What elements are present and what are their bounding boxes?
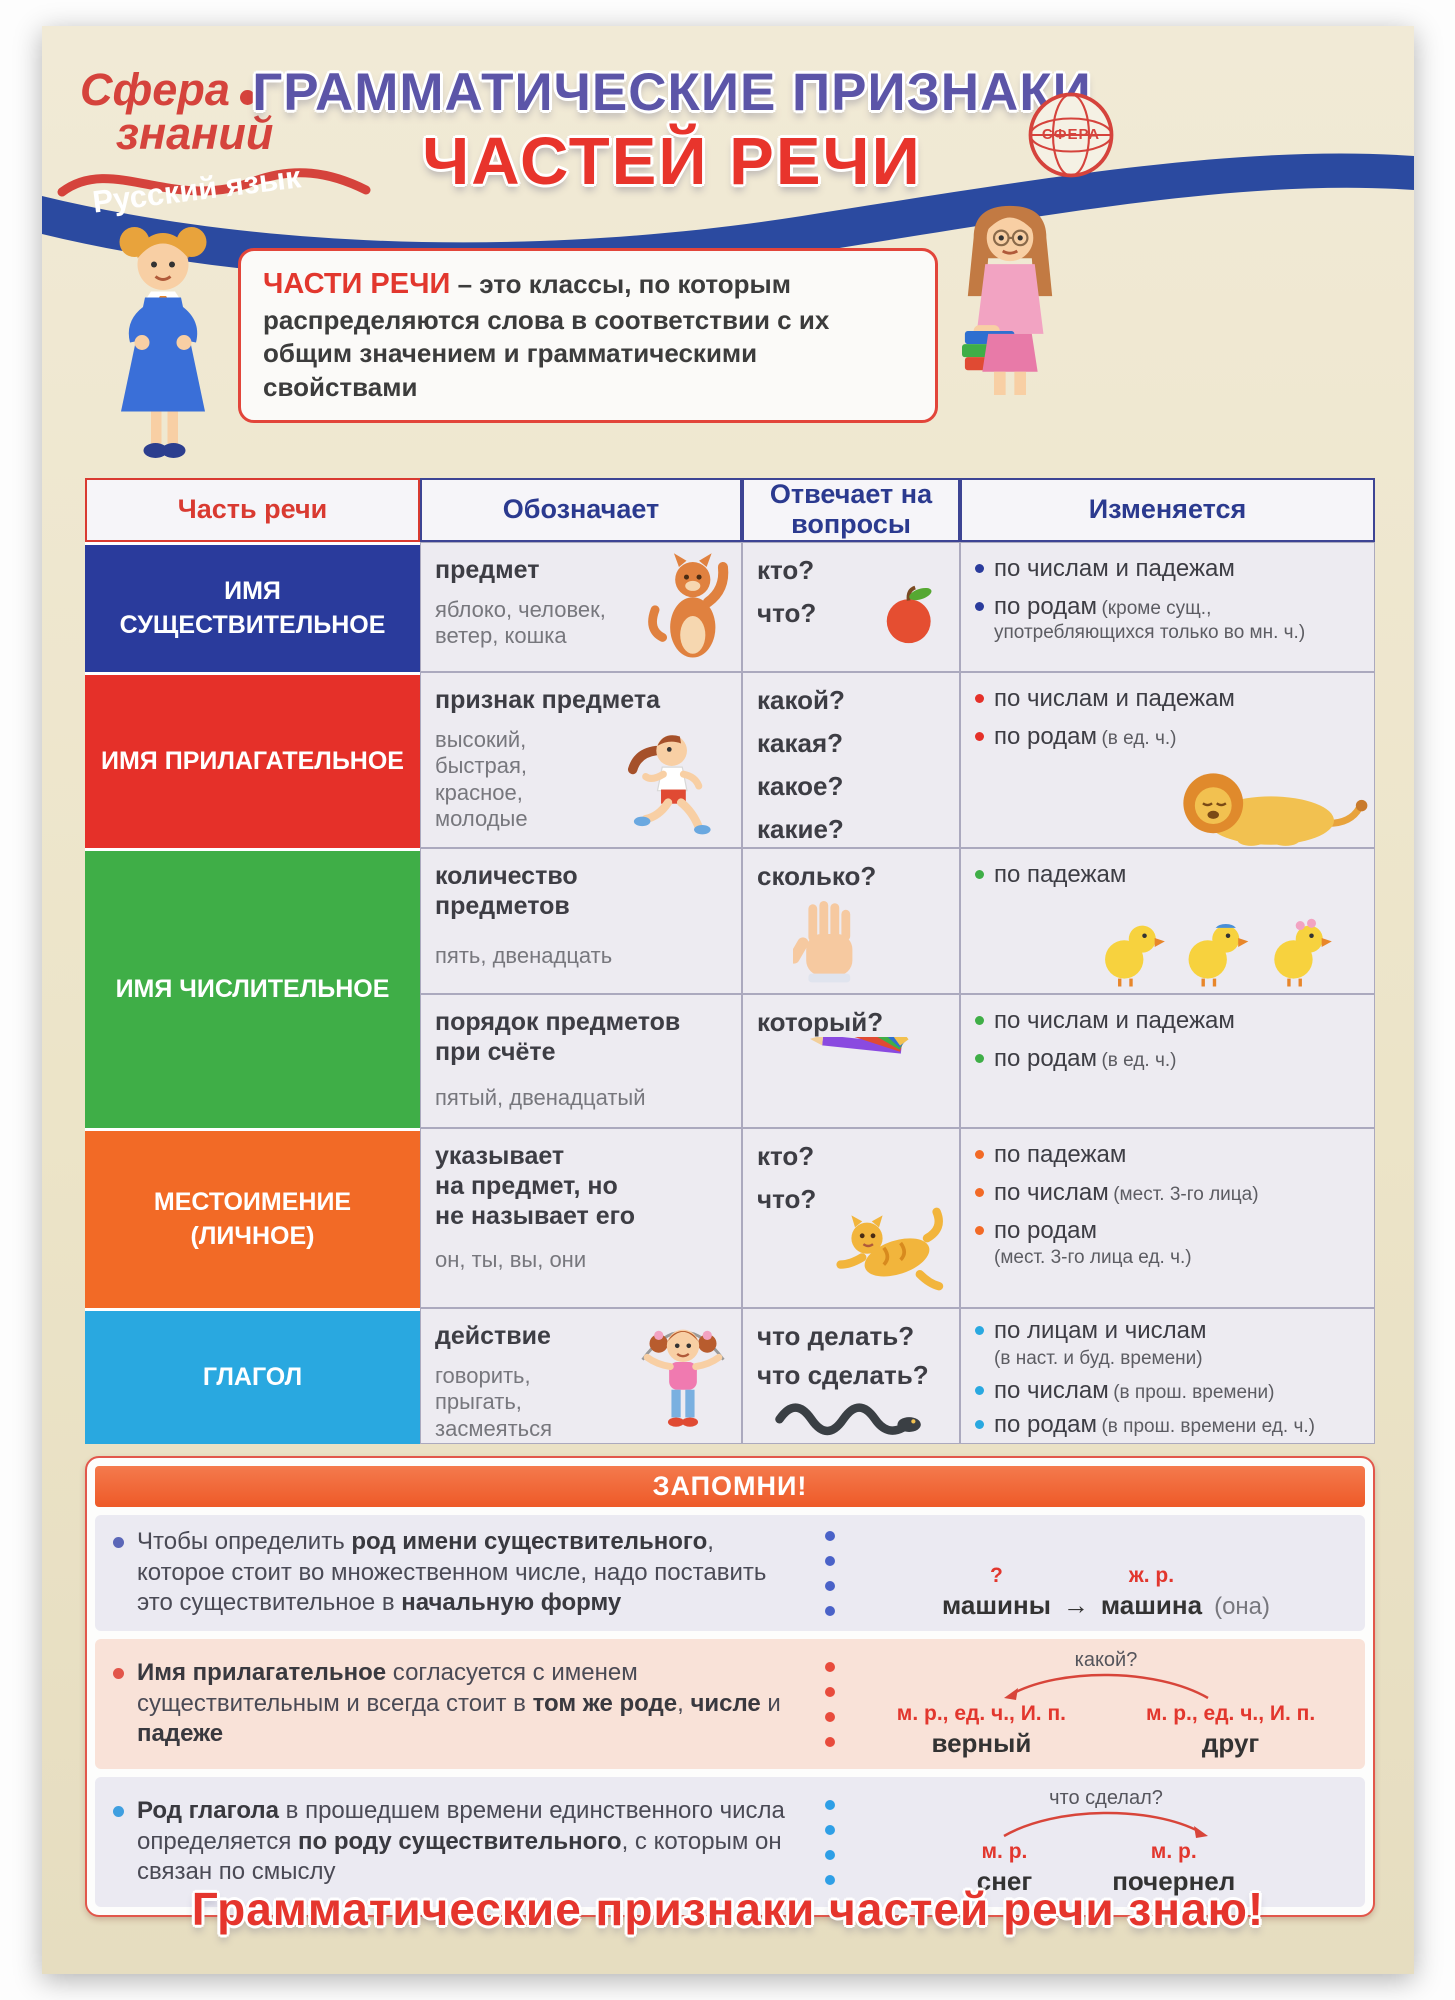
memo-box: ЗАПОМНИ! Чтобы определить род имени суще…: [85, 1456, 1375, 1917]
adjective-means-cell: признак предмета высокий, быстрая, красн…: [420, 672, 742, 848]
bullet-icon: [975, 1326, 984, 1335]
chicks-illustration: [1105, 918, 1332, 987]
row-label-noun: ИМЯ СУЩЕСТВИТЕЛЬНОЕ: [85, 542, 420, 672]
girl-with-books-illustration: [962, 205, 1053, 395]
header-wave-decoration: [42, 153, 1414, 274]
curved-arrow-left-icon: [1004, 1673, 1209, 1700]
example-noun-gender: ? машины → ж. р. машина (она): [941, 1564, 1271, 1620]
poster: Сфера знаний Русский язык ГРАММАТИЧЕСКИЕ…: [42, 26, 1414, 1974]
brand-dot-icon: [239, 90, 255, 105]
header-cell-part: Часть речи: [85, 478, 420, 542]
lion-illustration: [1183, 773, 1368, 846]
numeral-quantity-means-cell: количество предметов пять, двенадцать: [420, 848, 742, 994]
noun-questions-cell: кто? что?: [742, 542, 960, 672]
title-line-2: ЧАСТЕЙ РЕЧИ: [422, 124, 922, 199]
numeral-order-means-cell: порядок предметов при счёте пятый, двена…: [420, 994, 742, 1128]
adjective-questions-cell: какой? какая? какое? какие?: [742, 672, 960, 848]
bullet-icon: [113, 1805, 124, 1817]
memo-note-gender-of-noun: Чтобы определить род имени существительн…: [95, 1515, 1365, 1631]
dotted-divider: [825, 1661, 835, 1747]
bullet-icon: [975, 1053, 984, 1063]
curved-arrow-right-icon: [1003, 1811, 1208, 1838]
publisher-badge: СФЕРА: [1026, 90, 1116, 180]
running-girl-illustration: [627, 735, 711, 835]
memo-note-adjective-agreement: Имя прилагательное согласуется с именем …: [95, 1639, 1365, 1769]
bullet-icon: [975, 1187, 984, 1197]
verb-changes-cell: по лицам и числам (в наст. и буд. времени…: [960, 1308, 1375, 1444]
girl-in-blue-dress-illustration: [119, 227, 207, 458]
arrow-right-icon: →: [1062, 1590, 1089, 1620]
bullet-icon: [975, 1016, 984, 1025]
noun-changes-cell: по числам и падежам по родам (кроме сущ.…: [960, 542, 1375, 672]
bullet-icon: [975, 1385, 984, 1395]
header-cell-questions: Отвечает на вопросы: [742, 478, 960, 542]
numeral-order-questions-cell: который?: [742, 994, 960, 1128]
apple-illustration: [886, 585, 932, 644]
publisher-badge-label: СФЕРА: [1041, 126, 1101, 143]
noun-means-cell: предмет яблоко, человек, ветер, кошка: [420, 542, 742, 672]
hand-illustration: [793, 901, 853, 983]
bullet-icon: [975, 694, 984, 703]
numeral-order-changes-cell: по числам и падежам по родам (в ед. ч.): [960, 994, 1375, 1128]
leaping-cat-illustration: [836, 1207, 944, 1291]
brand-logo-line1: Сфера: [80, 67, 273, 112]
pronoun-changes-cell: по падежам по числам (мест. 3-го лица) п…: [960, 1128, 1375, 1308]
row-label-numeral: ИМЯ ЧИСЛИТЕЛЬНОЕ: [85, 848, 420, 1128]
cat-illustration: [648, 553, 729, 658]
numeral-quantity-questions-cell: сколько?: [742, 848, 960, 994]
example-verb-gender: что сделал? м. р. снег м. р. почернел: [976, 1787, 1236, 1896]
bullet-icon: [975, 564, 984, 573]
memo-title: ЗАПОМНИ!: [95, 1466, 1365, 1507]
brand-logo: Сфера знаний: [80, 67, 274, 160]
pronoun-means-cell: указывает на предмет, но не называет его…: [420, 1128, 742, 1308]
adjective-changes-cell: по числам и падежам по родам (в ед. ч.): [960, 672, 1375, 848]
bullet-icon: [975, 870, 984, 879]
parts-of-speech-table: Часть речи Обозначает Отвечает на вопрос…: [85, 478, 1375, 1444]
bullet-icon: [975, 1150, 984, 1159]
pencils-illustration: [809, 1037, 909, 1054]
girl-jumping-rope-illustration: [641, 1329, 725, 1427]
bullet-icon: [975, 1420, 984, 1430]
row-label-verb: ГЛАГОЛ: [85, 1308, 420, 1444]
snake-illustration: [775, 1403, 921, 1436]
verb-questions-cell: что делать? что сделать?: [742, 1308, 960, 1444]
dotted-divider: [825, 1530, 835, 1616]
header-cell-changes: Изменяется: [960, 478, 1375, 542]
brand-logo-line2: знаний: [116, 108, 274, 160]
globe-icon: [1028, 92, 1114, 178]
poster-title: ГРАММАТИЧЕСКИЕ ПРИЗНАКИ ЧАСТЕЙ РЕЧИ: [232, 62, 1112, 200]
verb-means-cell: действие говорить, прыгать, засмеяться: [420, 1308, 742, 1444]
dotted-divider: [825, 1799, 835, 1885]
definition-box: ЧАСТИ РЕЧИ – это классы, по которым расп…: [238, 248, 938, 424]
header-cell-means: Обозначает: [420, 478, 742, 542]
memo-note-verb-gender: Род глагола в прошедшем времени единстве…: [95, 1777, 1365, 1907]
example-adjective-agreement: какой? м. р., ед. ч., И. п. верный м. р.,…: [896, 1649, 1316, 1758]
pronoun-questions-cell: кто? что?: [742, 1128, 960, 1308]
definition-term: ЧАСТИ РЕЧИ: [263, 268, 451, 300]
bottom-slogan: Грамматические признаки частей речи знаю…: [191, 1883, 1265, 1935]
bullet-icon: [975, 731, 984, 741]
bullet-icon: [975, 601, 984, 611]
bullet-icon: [113, 1667, 124, 1679]
bullet-icon: [975, 1225, 984, 1235]
bullet-icon: [113, 1536, 124, 1548]
numeral-quantity-changes-cell: по падежам: [960, 848, 1375, 994]
row-label-adjective: ИМЯ ПРИЛАГАТЕЛЬНОЕ: [85, 672, 420, 848]
title-line-1: ГРАММАТИЧЕСКИЕ ПРИЗНАКИ: [252, 63, 1092, 122]
definition-text: – это классы, по которым распределяются …: [263, 269, 830, 403]
row-label-pronoun: МЕСТОИМЕНИЕ (ЛИЧНОЕ): [85, 1128, 420, 1308]
